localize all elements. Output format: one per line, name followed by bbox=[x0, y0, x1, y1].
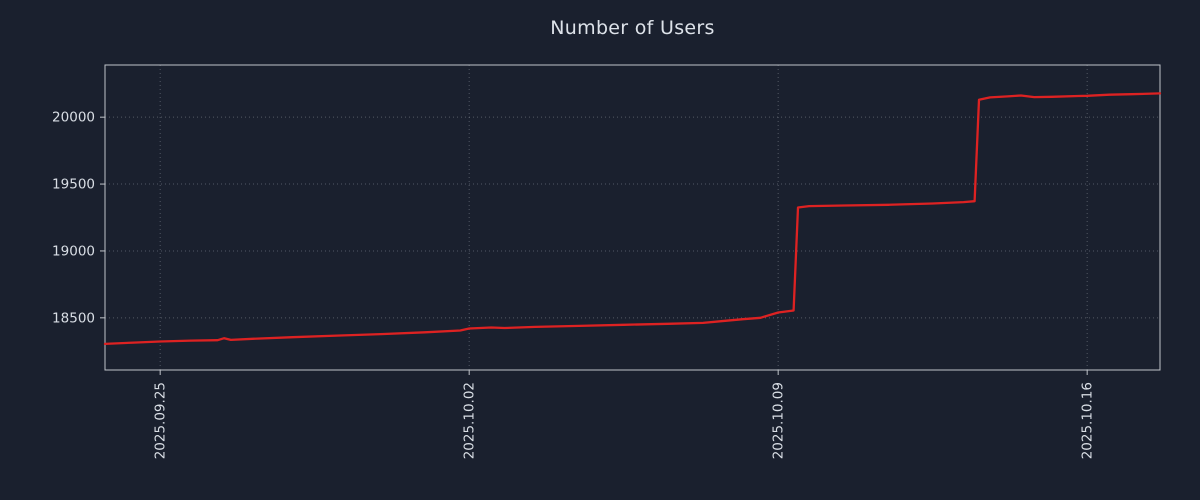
y-tick-label: 18500 bbox=[52, 310, 95, 326]
x-tick-label: 2025.10.02 bbox=[462, 382, 478, 459]
plot-frame bbox=[104, 64, 1161, 371]
y-tick-label: 19000 bbox=[52, 243, 95, 259]
users-series-line bbox=[103, 92, 1162, 346]
y-tick-label: 20000 bbox=[52, 110, 95, 126]
x-tick-label: 2025.10.09 bbox=[771, 382, 787, 459]
chart-title: Number of Users bbox=[550, 17, 715, 39]
y-tick-label: 19500 bbox=[52, 177, 95, 193]
x-tick-label: 2025.09.25 bbox=[153, 382, 169, 459]
x-tick-label: 2025.10.16 bbox=[1080, 382, 1096, 459]
